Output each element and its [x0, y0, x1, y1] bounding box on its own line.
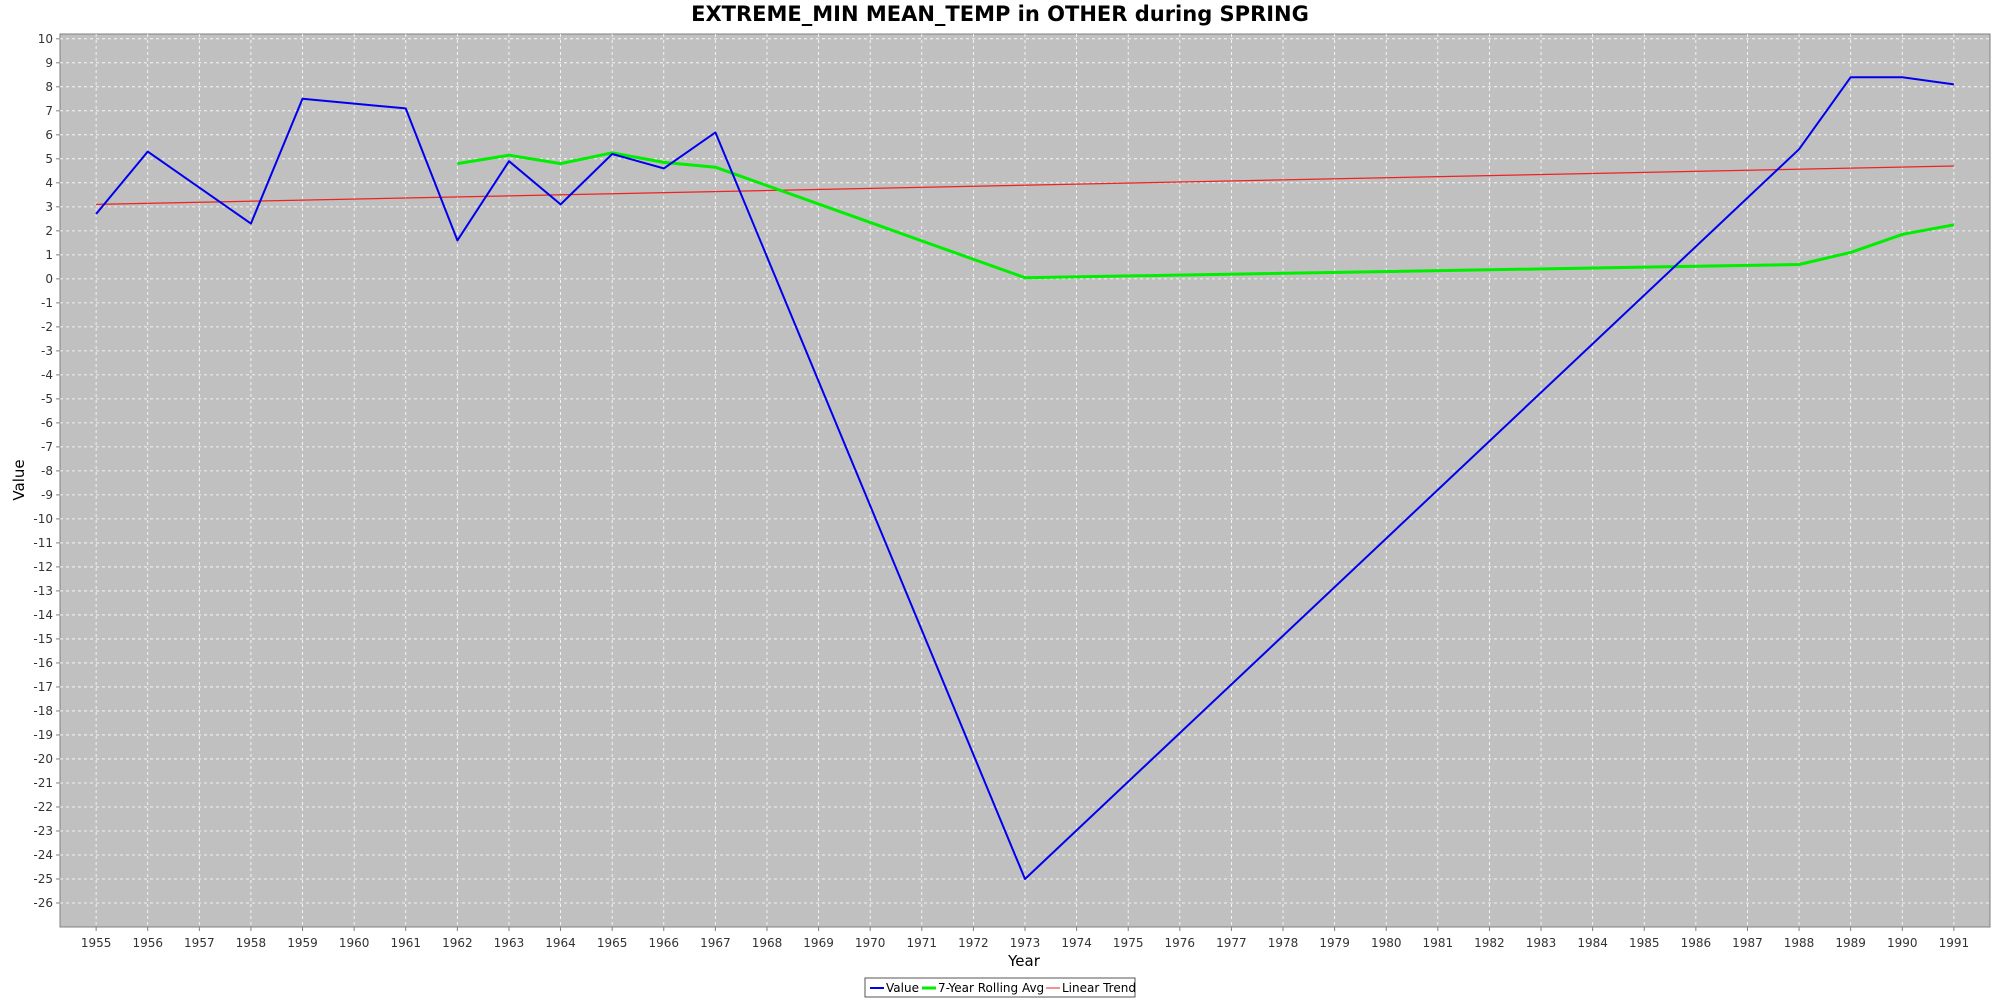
- y-tick-label: -4: [41, 368, 53, 382]
- y-tick-label: -12: [33, 560, 53, 574]
- x-tick-label: 1980: [1371, 936, 1402, 950]
- legend-box: [864, 977, 1136, 998]
- x-axis: 1955 1956 1957 1958 1959 1960 1961 1962 1963 1964…: [81, 927, 1969, 950]
- y-tick-label: 9: [45, 56, 53, 70]
- x-tick-label: 1961: [390, 936, 421, 950]
- x-tick-label: 1990: [1887, 936, 1918, 950]
- chart-title: EXTREME_MIN MEAN_TEMP in OTHER during SP…: [691, 2, 1309, 26]
- x-tick-label: 1975: [1113, 936, 1144, 950]
- x-tick-label: 1968: [752, 936, 783, 950]
- x-tick-label: 1967: [700, 936, 731, 950]
- x-tick-label: 1969: [803, 936, 834, 950]
- x-tick-label: 1982: [1474, 936, 1505, 950]
- x-tick-label: 1972: [958, 936, 989, 950]
- series-line-value: [95, 76, 1955, 880]
- y-tick-label: -15: [33, 632, 53, 646]
- y-tick-label: -16: [33, 656, 53, 670]
- y-tick-label: -14: [33, 608, 53, 622]
- y-tick-label: -18: [33, 704, 53, 718]
- x-tick-label: 1984: [1577, 936, 1608, 950]
- x-tick-label: 1988: [1784, 936, 1815, 950]
- x-tick-label: 1991: [1939, 936, 1970, 950]
- x-tick-label: 1985: [1629, 936, 1660, 950]
- y-tick-label: -24: [33, 848, 53, 862]
- x-tick-label: 1955: [81, 936, 112, 950]
- x-tick-label: 1963: [494, 936, 525, 950]
- x-tick-label: 1956: [132, 936, 163, 950]
- legend-label-linear-trend: Linear Trend: [1062, 981, 1136, 995]
- y-tick-label: -6: [41, 416, 53, 430]
- x-tick-label: 1976: [1165, 936, 1196, 950]
- y-tick-label: 3: [45, 200, 53, 214]
- x-tick-label: 1983: [1526, 936, 1557, 950]
- y-tick-label: 10: [38, 32, 53, 46]
- x-axis-label: Year: [1007, 952, 1041, 970]
- x-tick-label: 1960: [339, 936, 370, 950]
- x-tick-label: 1989: [1835, 936, 1866, 950]
- x-tick-label: 1973: [1010, 936, 1041, 950]
- y-tick-label: 7: [45, 104, 53, 118]
- y-axis: 109876543210-1-2-3-4-5-6-7-8-9-10-11-12-…: [33, 32, 60, 910]
- y-tick-label: -22: [33, 800, 53, 814]
- y-tick-label: 2: [45, 224, 53, 238]
- x-tick-label: 1965: [597, 936, 628, 950]
- series-line-linear-trend: [96, 165, 1954, 205]
- x-tick-label: 1971: [907, 936, 938, 950]
- y-tick-label: -25: [33, 872, 53, 886]
- y-tick-label: -11: [33, 536, 53, 550]
- x-tick-label: 1970: [855, 936, 886, 950]
- y-axis-label: Value: [10, 459, 28, 500]
- y-tick-label: 6: [45, 128, 53, 142]
- y-tick-label: -3: [41, 344, 53, 358]
- x-tick-label: 1978: [1268, 936, 1299, 950]
- y-tick-label: -2: [41, 320, 53, 334]
- y-tick-label: -19: [33, 728, 53, 742]
- y-tick-label: -21: [33, 776, 53, 790]
- x-tick-label: 1974: [1061, 936, 1092, 950]
- x-tick-label: 1962: [442, 936, 473, 950]
- x-tick-label: 1981: [1423, 936, 1454, 950]
- x-tick-label: 1986: [1681, 936, 1712, 950]
- y-tick-label: 0: [45, 272, 53, 286]
- x-tick-label: 1966: [648, 936, 679, 950]
- y-tick-label: -9: [41, 488, 53, 502]
- y-tick-label: -5: [41, 392, 53, 406]
- y-tick-label: 5: [45, 152, 53, 166]
- x-tick-label: 1979: [1319, 936, 1350, 950]
- x-tick-label: 1964: [545, 936, 576, 950]
- y-tick-label: -8: [41, 464, 53, 478]
- x-tick-label: 1958: [236, 936, 267, 950]
- y-tick-label: 8: [45, 80, 53, 94]
- legend: Value 7-Year Rolling Avg Linear Trend: [864, 977, 1136, 998]
- y-tick-label: -10: [33, 512, 53, 526]
- grid-lines: [60, 34, 1990, 927]
- legend-label-value: Value: [886, 981, 919, 995]
- series-lines: [95, 76, 1955, 880]
- x-tick-label: 1957: [184, 936, 215, 950]
- y-tick-label: -13: [33, 584, 53, 598]
- x-tick-label: 1959: [287, 936, 318, 950]
- x-tick-label: 1977: [1216, 936, 1247, 950]
- y-tick-label: -7: [41, 440, 53, 454]
- y-tick-label: 4: [45, 176, 53, 190]
- series-line-7-year-rolling-avg: [457, 151, 1955, 280]
- y-tick-label: -23: [33, 824, 53, 838]
- y-tick-label: -17: [33, 680, 53, 694]
- y-tick-label: -26: [33, 896, 53, 910]
- y-tick-label: -1: [41, 296, 53, 310]
- legend-label-rolling-avg: 7-Year Rolling Avg: [938, 981, 1044, 995]
- y-tick-label: -20: [33, 752, 53, 766]
- y-tick-label: 1: [45, 248, 53, 262]
- x-tick-label: 1987: [1732, 936, 1763, 950]
